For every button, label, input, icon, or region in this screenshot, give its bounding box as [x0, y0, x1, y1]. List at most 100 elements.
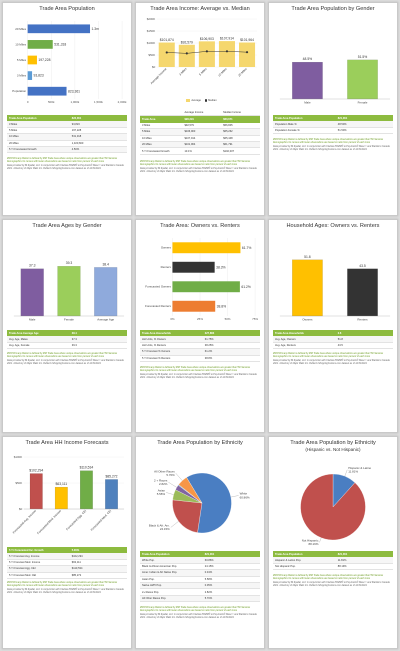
data-label: 1.3m: [91, 27, 99, 31]
table-cell: 4.50%: [71, 148, 80, 152]
chart-household-ages: 51.8 Owners 43.5 Renters: [272, 232, 394, 326]
table-cell: 20 Miles: [9, 141, 19, 145]
leader-line: [166, 492, 174, 495]
category-label: Forecasted Avg. Income: [12, 509, 37, 535]
table-cell: 0.34%: [204, 571, 213, 575]
table-row: Trade Area Households 327,883: [140, 330, 260, 337]
pie-slice: [186, 472, 232, 534]
table-cell: $85,272: [71, 573, 82, 577]
category-label: Forecasted Med. Income: [36, 509, 62, 536]
table-cell: $102,294: [71, 554, 83, 558]
table-cell: 88.19%: [337, 564, 347, 568]
table-cell: 3 Miles: [142, 123, 151, 127]
footnote: ZIPM Primary Market is defined by ZIM Tr…: [273, 139, 390, 152]
table-cell: 5 Yr Forecast Med. CEI: [9, 573, 37, 577]
card-title: Trade Area Population by Ethnicity: [290, 440, 376, 446]
table-cell: $56,845: [223, 123, 233, 127]
table-row: Trade Area Population 823,361: [7, 115, 127, 122]
y-tick-label: $50K: [15, 481, 22, 485]
table-cell: 2.6: [337, 331, 342, 335]
table-row: Avg. Age, Males 37.3: [7, 336, 127, 343]
category-label: Forecasted Owners: [145, 285, 171, 289]
table-row: 5 Yr Forecasted Growth 13.1% $102,037: [140, 148, 260, 155]
bar: [172, 242, 241, 254]
table-row: 5 Miles $106,903 $65,262: [140, 129, 260, 136]
category-label: 20 Miles: [15, 27, 26, 31]
card-trade-area-population: Trade Area Population 0 500k 1,000k 1,500k 2…: [2, 2, 132, 216]
card-title: Trade Area Ages by Gender: [32, 223, 102, 229]
table-cell: Avg. Age, Owners: [275, 337, 296, 341]
table-row: Avg. Age, Renters 43.5: [273, 343, 393, 350]
category-label: 3 Miles: [178, 66, 188, 76]
slice-label: 2 + Races: [154, 478, 168, 482]
table-row: 5 Yr Forecast Med. Income $63,111: [7, 560, 127, 567]
table-cell: Population Male %: [275, 122, 297, 126]
table-cell: 821,361: [337, 552, 348, 556]
table-cell: 61.2%: [204, 350, 213, 354]
category-label: 20 Miles: [237, 66, 248, 77]
table-cell: 5.00%: [71, 548, 80, 552]
table-cell: 61.75%: [204, 337, 214, 341]
card-ethnicity: Trade Area Population by Ethnicity White…: [135, 436, 265, 649]
table-cell: 5 Miles: [9, 128, 18, 132]
table-cell: 5.58%: [204, 577, 213, 581]
table-cell: 5 Yr Forecast % Renters: [142, 356, 171, 360]
table-cell: $60,671: [223, 118, 233, 122]
data-label: $63,111: [56, 482, 68, 486]
footnote: ZIPM Primary Market is defined by ZIM Tr…: [273, 575, 390, 588]
bar-average: [218, 41, 235, 67]
data-label: $85,272: [105, 474, 117, 478]
table-cell: $107,914: [184, 136, 196, 140]
table-cell: Average Income: [184, 111, 204, 115]
table-cell: 531,318: [71, 135, 82, 139]
pie-slice: [172, 499, 203, 533]
table-cell: Trade Area Population: [9, 116, 37, 120]
table-row: White Pop. 60.86%: [140, 557, 260, 564]
table-cell: 38.25%: [204, 343, 214, 347]
table-cell: 5 Yr Forecast Med. Income: [9, 560, 41, 564]
table-row: Avg. Age, Owners 51.8: [273, 336, 393, 343]
table-row: Trade Area $96,291 $60,671: [140, 116, 260, 123]
table-cell: 5 Yr Forecasted Growth: [142, 149, 170, 153]
category-label: Female: [64, 317, 74, 321]
bar: [347, 59, 378, 100]
bar: [105, 479, 118, 510]
x-tick-label: 1,000k: [70, 100, 79, 104]
footnote: ZIPM Primary Market is defined by ZIM Tr…: [7, 353, 124, 366]
category-label: Renters: [161, 265, 172, 269]
table-cell: Not Hispanic Pop.: [275, 564, 296, 568]
slice-label: Hispanic & Latino: [348, 466, 371, 470]
chart-ethnicity: White 60.86% Black & Afr. Am. 24.15% Asian 5.…: [139, 449, 261, 549]
slice-label: Black & Afr. Am.: [149, 524, 170, 528]
bar: [29, 473, 43, 510]
table-row: Avg. Age, Female 39.3: [7, 343, 127, 350]
card-hispanic: Trade Area Population by Ethnicity (Hisp…: [268, 436, 398, 649]
table-cell: $61,791: [223, 143, 233, 147]
table-row: 20 Miles 1,320,660: [7, 141, 127, 147]
legend-median: Median: [208, 99, 217, 102]
bar: [172, 281, 240, 293]
data-label: 39.3: [66, 261, 73, 265]
card-income-forecasts: Trade Area HH Income Forecasts $0 $50K $10…: [2, 436, 132, 649]
bar: [54, 486, 68, 510]
table-row: Population Female % 51.50%: [273, 128, 393, 135]
card-subtitle: (Hispanic vs. Not Hispanic): [305, 447, 361, 452]
table-row: Population Male % 48.50%: [273, 121, 393, 128]
slice-label: 2.82%: [159, 482, 168, 486]
table-cell: Trade Area Population: [275, 552, 303, 556]
bar: [27, 40, 53, 49]
slice-label: 5.58%: [157, 492, 166, 496]
card-income: Trade Area Income: Average vs. Median $0…: [135, 2, 265, 216]
table-cell: $106,903: [184, 130, 196, 134]
table-row: 5 Yr Forecasted Inc. Growth 5.00%: [7, 547, 127, 554]
table-cell: $102,037: [223, 149, 235, 153]
table-row: HH Units, % Renters 38.25%: [140, 343, 260, 350]
table-cell: 51.50%: [337, 128, 347, 132]
legend-average: Average: [191, 99, 201, 102]
footnote: ZIPM Primary Market is defined by ZIM Tr…: [7, 158, 124, 171]
table-cell: White Pop.: [142, 558, 155, 562]
table-cell: Avg. Age, Males: [9, 337, 28, 341]
table-cell: 0.05%: [204, 584, 213, 588]
table-cell: 5 Yr Forecast Avg. Income: [9, 554, 40, 558]
bar: [292, 259, 323, 317]
